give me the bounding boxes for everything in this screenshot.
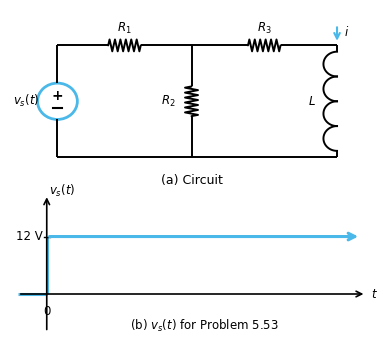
Text: $t$: $t$	[371, 287, 378, 300]
Text: $R_1$: $R_1$	[117, 21, 132, 36]
Text: 0: 0	[43, 305, 51, 318]
Text: (b) $v_s(t)$ for Problem 5.53: (b) $v_s(t)$ for Problem 5.53	[129, 318, 278, 334]
Text: $L$: $L$	[308, 95, 316, 108]
Text: $v_s(t)$: $v_s(t)$	[49, 182, 76, 199]
Text: 12 V: 12 V	[16, 230, 43, 243]
Text: +: +	[52, 89, 63, 103]
Text: $v_s(t)$: $v_s(t)$	[13, 93, 39, 109]
Text: $i$: $i$	[344, 25, 349, 39]
Text: (a) Circuit: (a) Circuit	[160, 174, 223, 187]
Text: $R_2$: $R_2$	[161, 94, 175, 109]
Text: $R_3$: $R_3$	[257, 21, 272, 36]
